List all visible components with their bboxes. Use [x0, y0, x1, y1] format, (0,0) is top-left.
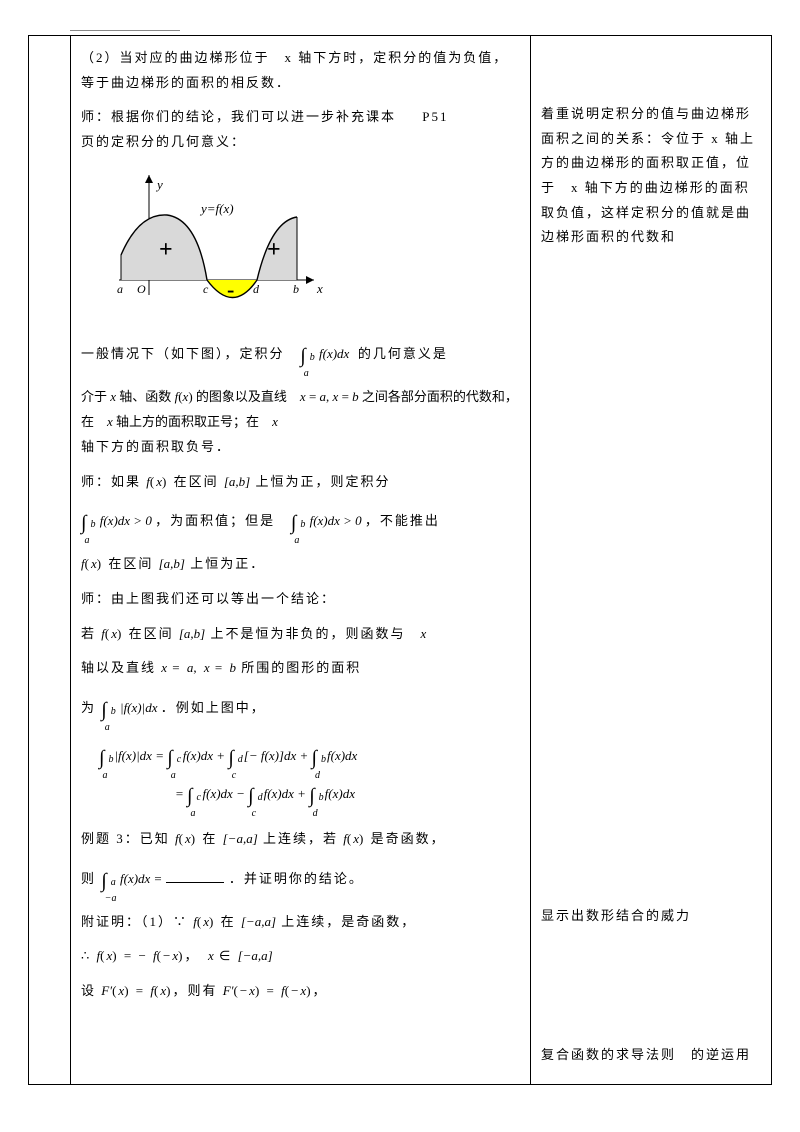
para-6: ∫ba f(x)dx > 0 ，为面积值；但是 ∫ba f(x)dx > 0 ，…	[81, 504, 520, 542]
notes-cell: 着重说明定积分的值与曲边梯形面积之间的关系：令位于 x 轴上方的曲边梯形的面积取…	[531, 36, 772, 1085]
plus-2: +	[267, 237, 281, 263]
equation-block: ∫ba|f(x)|dx = ∫caf(x)dx + ∫dc[− f(x)]dx …	[99, 739, 520, 815]
p3b: 的几何意义是	[358, 346, 448, 361]
gutter-cell	[29, 36, 71, 1085]
para-4: 介于 x 轴、函数 f(x) 的图象以及直线 x = a, x = b 之间各部…	[81, 385, 520, 459]
note-1: 着重说明定积分的值与曲边梯形面积之间的关系：令位于 x 轴上方的曲边梯形的面积取…	[541, 102, 761, 250]
para-14: 附证明：（1）∵ f(x) 在 [−a,a] 上连续，是奇函数，	[81, 910, 520, 935]
para-teacher-1: 师：根据你们的结论，我们可以进一步补充课本 P51 页的定积分的几何意义：	[81, 105, 520, 154]
t1c: 页的定积分的几何意义：	[81, 134, 246, 149]
plus-1: +	[159, 237, 173, 263]
t1a: 师：根据你们的结论，我们可以进一步补充课本	[81, 109, 396, 124]
lbl-a: a	[117, 282, 123, 296]
main-cell: （2）当对应的曲边梯形位于 x 轴下方时，定积分的值为负值，等于曲边梯形的面积的…	[71, 36, 531, 1085]
para-16: 设 F′(x) = f(x)，则有 F′(−x) = f(−x)，	[81, 979, 520, 1004]
lbl-O: O	[137, 282, 146, 296]
para-9: 若 f(x) 在区间 [a,b] 上不是恒为非负的，则函数与 x	[81, 622, 520, 647]
para-11: 为 ∫ba |f(x)|dx ．例如上图中，	[81, 691, 520, 729]
curve-label: y=f(x)	[199, 201, 234, 216]
para-2: （2）当对应的曲边梯形位于 x 轴下方时，定积分的值为负值，等于曲边梯形的面积的…	[81, 46, 520, 95]
lbl-c: c	[203, 282, 209, 296]
para-10: 轴以及直线 x = a, x = b 所围的图形的面积	[81, 656, 520, 681]
para-7: f(x) 在区间 [a,b] 上恒为正．	[81, 552, 520, 577]
axis-y-label: y	[155, 177, 163, 192]
lbl-d: d	[253, 282, 260, 296]
para-12: 例题 3：已知 f(x) 在 [−a,a] 上连续，若 f(x) 是奇函数，	[81, 827, 520, 852]
answer-blank[interactable]	[166, 870, 224, 883]
minus-1: -	[227, 277, 234, 302]
p6mid: ，为面积值；但是	[155, 513, 275, 528]
para-8: 师：由上图我们还可以等出一个结论：	[81, 587, 520, 612]
axis-x-label: x	[316, 281, 323, 296]
note-2: 显示出数形结合的威力	[541, 904, 761, 929]
integral-graph: y x y=f(x) a O c d b + + -	[89, 165, 520, 334]
header-rule	[70, 30, 180, 31]
para-general: 一般情况下（如下图），定积分 ∫ba f(x)dx 的几何意义是	[81, 337, 520, 375]
p3a: 一般情况下（如下图），定积分	[81, 346, 285, 361]
para-15: ∴ f(x) = − f(−x)， x ∈ [−a,a]	[81, 944, 520, 969]
content-table: （2）当对应的曲边梯形位于 x 轴下方时，定积分的值为负值，等于曲边梯形的面积的…	[28, 35, 772, 1085]
note-3: 复合函数的求导法则 的逆运用	[541, 1043, 761, 1068]
para-5: 师：如果 f(x) 在区间 [a,b] 上恒为正，则定积分	[81, 470, 520, 495]
p6end: ，不能推出	[365, 513, 440, 528]
para-13: 则 ∫a−a f(x)dx = ．并证明你的结论。	[81, 862, 520, 900]
lbl-b: b	[293, 282, 299, 296]
t1b: P51	[422, 109, 448, 124]
